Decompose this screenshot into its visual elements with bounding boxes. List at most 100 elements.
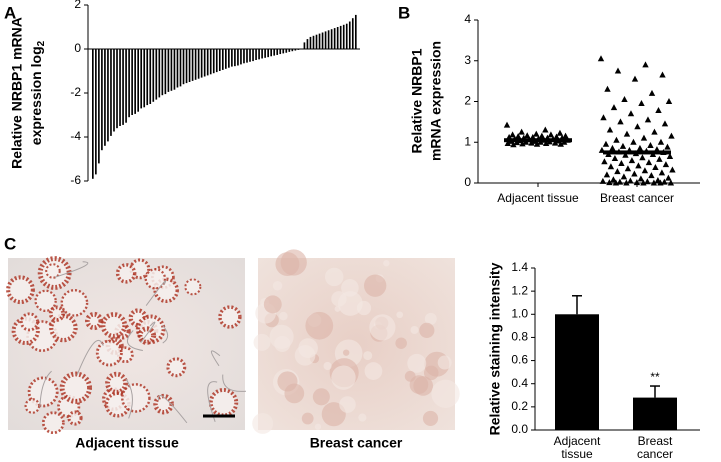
bar [330,29,333,49]
bar [243,49,245,64]
tissue-gland [6,275,35,305]
tissue-fiber [162,324,169,344]
bar [149,49,152,104]
y-tick-label: 2 [74,0,81,11]
bar [146,49,149,106]
bar [324,31,327,49]
x-tick-label: Breast [638,434,673,448]
tissue-fiber [210,350,221,367]
data-point [639,154,646,161]
bar [555,314,599,430]
data-point [611,155,619,162]
bar [342,24,345,49]
y-axis-label-subscript: 2 [36,40,47,46]
bar [143,49,146,108]
tissue-fiber [145,280,167,306]
tissue-cell [294,344,316,366]
data-point [661,178,668,185]
tissue-cell [423,365,439,381]
data-point [542,139,550,146]
x-tick-label: tissue [561,447,593,461]
data-point [600,114,607,121]
data-point [609,144,616,151]
bar [294,49,297,51]
bar [140,49,143,109]
data-point [518,128,525,135]
tissue-cell [419,322,435,338]
data-point [524,132,531,139]
data-point [533,140,541,147]
bar [225,49,227,69]
y-axis-label-text: expression log [28,46,44,145]
data-point [509,131,516,138]
bar [212,49,215,74]
bar [309,36,312,49]
tissue-gland [19,312,39,332]
tissue-cell [337,291,363,316]
bar [173,49,176,90]
data-point [553,133,560,140]
bar [231,49,233,67]
y-tick-label: 1 [464,134,471,148]
tissue-cell [396,311,404,319]
x-tick-label: Adjacent tissue [497,191,579,205]
y-axis-label: mRNA expression [428,41,444,161]
data-point [633,179,641,186]
data-point [514,133,522,140]
bar [170,49,173,91]
y-axis-label: Relative NRBP1 mRNA [9,17,25,169]
bar [209,49,212,75]
data-point [664,143,671,150]
tissue-gland [115,263,137,284]
data-point [542,126,549,133]
y-tick-label: -6 [70,173,81,187]
data-point [606,126,614,133]
bar [282,49,285,54]
data-point [510,141,517,148]
y-tick-label: -4 [70,129,81,143]
data-point [648,172,655,179]
panel-label: B [398,3,410,22]
bar [95,49,97,175]
tissue-cell [339,396,356,413]
tissue-cell [334,305,341,312]
tissue-cell [324,267,344,287]
data-point [627,110,635,117]
bar [240,49,242,65]
bar [98,49,100,164]
tissue-cell [363,274,387,297]
x-tick-label: cancer [637,447,673,461]
data-point [504,139,512,146]
data-point [602,140,610,147]
x-tick-label: Adjacent [554,434,601,448]
bar [285,49,288,53]
data-point [668,132,675,139]
data-point [619,142,627,149]
bar [279,49,282,55]
mean-bar [603,150,671,155]
tissue-cell [424,312,437,325]
bar [288,49,291,52]
data-point [597,55,605,62]
data-point [610,104,618,111]
bar [185,49,188,84]
data-point [665,98,673,104]
bar [152,49,155,102]
bar [215,49,218,73]
tissue-fiber [157,395,188,424]
data-point [613,136,620,143]
data-point [623,179,630,186]
tissue-cell [275,252,300,277]
tissue-gland [45,263,61,279]
tissue-fiber [125,378,133,419]
data-point [614,67,622,74]
tissue-gland [60,288,89,317]
bar [179,49,182,87]
tissue-cell [407,353,427,373]
data-point [636,144,644,151]
tissue-cell [279,311,288,321]
data-point [601,158,608,165]
data-point [556,129,564,136]
data-point [622,151,629,158]
